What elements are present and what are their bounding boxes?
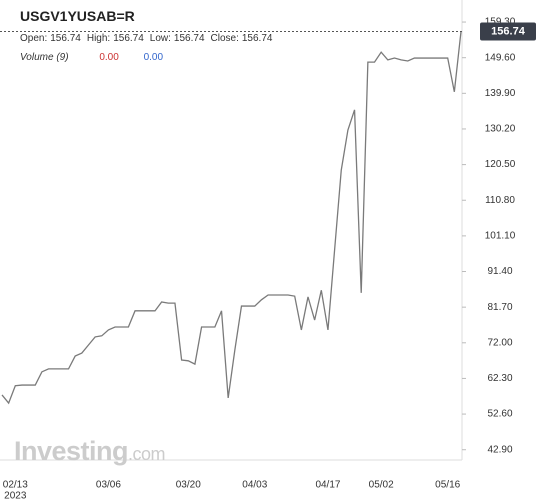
volume-value: 0.00	[99, 52, 119, 63]
volume-label: Volume (9)	[20, 52, 69, 63]
ohlc-value: 156.74	[241, 33, 273, 44]
x-tick-label: 03/20	[176, 480, 201, 491]
ohlc-label: High:	[86, 33, 111, 44]
ohlc-label: Low:	[149, 33, 171, 44]
line-series	[1, 31, 462, 405]
y-tick-label: 91.40	[487, 266, 512, 277]
x-tick-label: 04/17	[315, 480, 340, 491]
x-tick-label: 02/13	[3, 480, 28, 491]
y-tick-label: 149.60	[485, 52, 516, 63]
ohlc-value: 156.74	[173, 33, 205, 44]
y-tick-label: 110.80	[485, 195, 515, 206]
x-tick-label: 03/06	[96, 480, 121, 491]
x-year-label: 2023	[4, 491, 27, 502]
y-tick-label: 120.50	[485, 159, 516, 170]
watermark: Investing.com	[14, 436, 166, 467]
ohlc-label: Open:	[20, 33, 48, 44]
y-tick-label: 101.10	[485, 231, 516, 242]
last-price-tag	[480, 22, 536, 41]
ohlc-value: 156.74	[50, 33, 81, 44]
volume-value: 0.00	[143, 52, 164, 63]
y-tick-label: 130.20	[485, 124, 516, 135]
ohlc-row: Open: 156.74 High: 156.74 Low: 156.74 Close: 15…	[20, 33, 278, 44]
y-tick-label: 159.30	[485, 17, 516, 28]
volume-row: Volume (9) 0.00 0.00	[20, 52, 171, 63]
watermark-suffix: .com	[128, 444, 166, 464]
y-tick-label: 42.90	[487, 444, 512, 455]
x-tick-label: 04/03	[242, 480, 267, 491]
y-tick-label: 62.30	[487, 373, 512, 384]
y-tick-label: 72.00	[487, 337, 512, 348]
ohlc-label: Close:	[210, 33, 239, 44]
x-tick-label: 05/02	[369, 480, 394, 491]
watermark-brand: Investing	[14, 436, 129, 466]
y-tick-label: 81.70	[487, 302, 512, 313]
last-price-label: 156.74	[491, 25, 526, 37]
symbol: USGV1YUSAB=R	[20, 8, 135, 24]
y-tick-label: 139.90	[485, 88, 516, 99]
y-tick-label: 52.60	[487, 409, 512, 420]
ohlc-value: 156.74	[113, 33, 144, 44]
x-tick-label: 05/16	[435, 480, 460, 491]
